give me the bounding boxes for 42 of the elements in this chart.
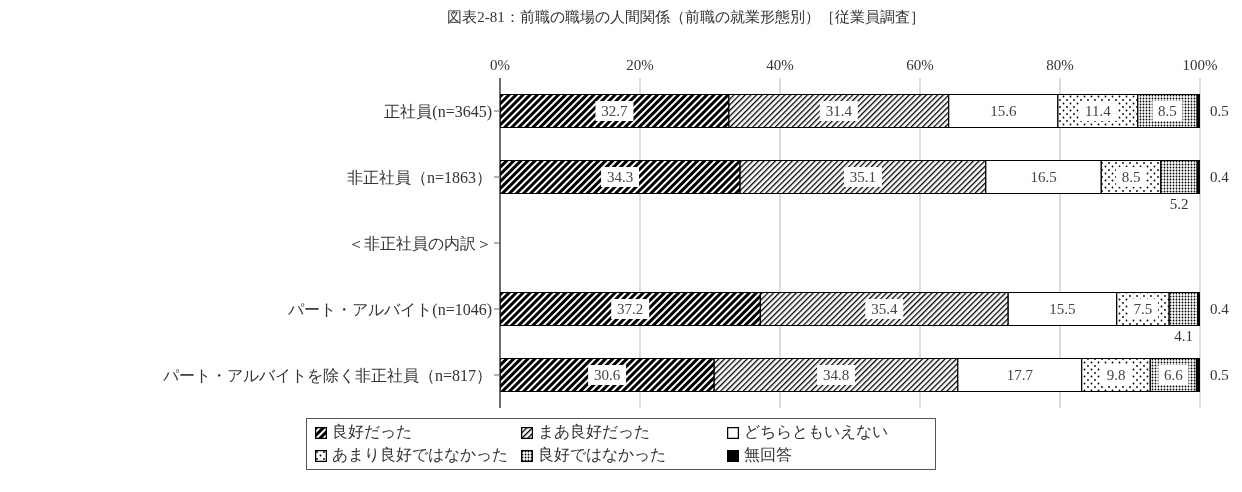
legend-label: あまり良好ではなかった [332,445,508,465]
data-label: 9.8 [1106,367,1126,383]
data-label: 37.2 [617,301,644,317]
data-label: 8.5 [1158,103,1177,119]
y-tick-label: パート・アルバイトを除く非正社員（n=817） [161,366,492,384]
chart-title: 図表2-81：前職の職場の人間関係（前職の就業形態別）［従業員調査］ [446,8,926,27]
data-label: 16.5 [1030,169,1057,185]
legend-label: 良好ではなかった [538,445,666,465]
legend-label: 無回答 [744,445,792,465]
y-tick-label: 正社員(n=3645) [384,102,492,121]
y-tick-label: パート・アルバイト(n=1046) [287,300,492,319]
data-label: 15.5 [1049,301,1076,317]
data-label: 0.4 [1210,301,1230,317]
legend-label: まあ良好だった [538,422,650,442]
data-label: 4.1 [1174,327,1193,344]
data-label: 32.7 [601,103,629,119]
data-label: 31.4 [825,103,853,119]
data-label: 8.5 [1121,169,1141,185]
data-label: 0.5 [1210,103,1229,119]
data-label: 6.6 [1164,367,1184,383]
x-tick-label: 60% [906,57,934,73]
legend-label: どちらともいえない [744,422,888,442]
x-tick-label: 0% [490,57,510,73]
data-label: 15.6 [990,103,1017,119]
legend-label: 良好だった [332,422,412,442]
data-label: 30.6 [593,367,621,383]
data-label: 5.2 [1169,195,1189,212]
data-label: 17.7 [1006,367,1034,383]
data-label: 11.4 [1084,103,1112,119]
data-label: 0.4 [1210,169,1230,185]
y-tick-label: ＜非正社員の内訳＞ [348,234,492,252]
data-label: 7.5 [1133,301,1153,317]
y-tick-label: 非正社員（n=1863） [346,168,492,186]
x-tick-label: 40% [766,57,794,73]
x-tick-label: 100% [1182,57,1218,73]
data-label: 35.4 [871,301,898,317]
data-label: 35.1 [849,169,877,185]
data-label: 34.3 [606,169,634,185]
data-label: 0.5 [1210,367,1229,383]
x-tick-label: 80% [1046,57,1074,73]
data-label: 34.8 [822,367,850,383]
x-tick-label: 20% [626,57,654,73]
